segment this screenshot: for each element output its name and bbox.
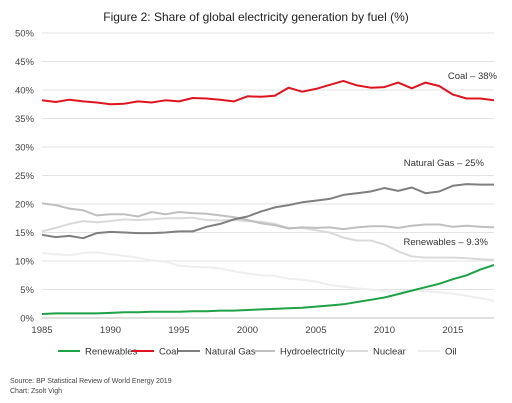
x-tick-label: 2010 xyxy=(374,325,395,336)
y-tick-label: 40% xyxy=(15,86,35,97)
series-line-natural-gas xyxy=(41,183,494,240)
series-lines xyxy=(41,79,495,315)
legend-item: Oil xyxy=(418,347,457,358)
legend-label: Hydroelectricity xyxy=(280,347,345,358)
x-tick-label: 2015 xyxy=(442,325,463,336)
y-tick-label: 45% xyxy=(15,57,35,68)
y-tick-label: 0% xyxy=(20,314,34,325)
x-tick-label: 2005 xyxy=(305,325,326,336)
series-line-oil xyxy=(41,251,495,302)
source-note: Source: BP Statistical Review of World E… xyxy=(10,378,172,385)
chart-title: Figure 2: Share of global electricity ge… xyxy=(103,10,409,24)
y-tick-label: 5% xyxy=(20,285,34,296)
series-line-hydroelectricity xyxy=(41,202,495,231)
series-line-coal xyxy=(41,79,495,106)
y-tick-label: 10% xyxy=(15,257,35,268)
y-tick-label: 35% xyxy=(15,114,35,125)
y-tick-label: 15% xyxy=(15,228,35,239)
chart-credit: Chart: Zsolt Vigh xyxy=(10,388,63,395)
x-tick-label: 1985 xyxy=(31,325,52,336)
legend-label: Natural Gas xyxy=(205,347,256,358)
y-tick-label: 25% xyxy=(15,171,35,182)
y-tick-label: 20% xyxy=(15,200,35,211)
legend: Renewables Coal Natural Gas Hydroelectricit… xyxy=(58,347,457,358)
x-tick-label: 1990 xyxy=(100,325,121,336)
legend-item: Nuclear xyxy=(346,347,406,358)
series-line-nuclear xyxy=(41,216,495,261)
x-tick-label: 1995 xyxy=(168,325,189,336)
y-tick-label: 50% xyxy=(15,29,35,40)
legend-label: Coal xyxy=(159,347,179,358)
legend-item: Coal xyxy=(132,347,179,358)
series-line-renewables xyxy=(41,264,495,315)
legend-item: Natural Gas xyxy=(178,347,256,358)
x-tick-label: 2000 xyxy=(237,325,258,336)
gridlines xyxy=(42,32,494,319)
legend-item: Renewables xyxy=(58,347,138,358)
y-tick-label: 30% xyxy=(15,143,35,154)
annotation-coal: Coal – 38% xyxy=(448,71,498,82)
legend-item: Hydroelectricity xyxy=(253,347,345,358)
x-axis-ticks: 1985 1990 1995 2000 2005 2010 2015 xyxy=(31,325,463,336)
annotation-natural-gas: Natural Gas – 25% xyxy=(404,158,485,169)
legend-label: Renewables xyxy=(85,347,138,358)
y-axis-ticks: 0% 5% 10% 15% 20% 25% 30% 35% 40% 45% 50% xyxy=(15,29,35,325)
annotation-renewables: Renewables – 9.3% xyxy=(404,237,489,248)
legend-label: Nuclear xyxy=(373,347,406,358)
legend-label: Oil xyxy=(445,347,457,358)
